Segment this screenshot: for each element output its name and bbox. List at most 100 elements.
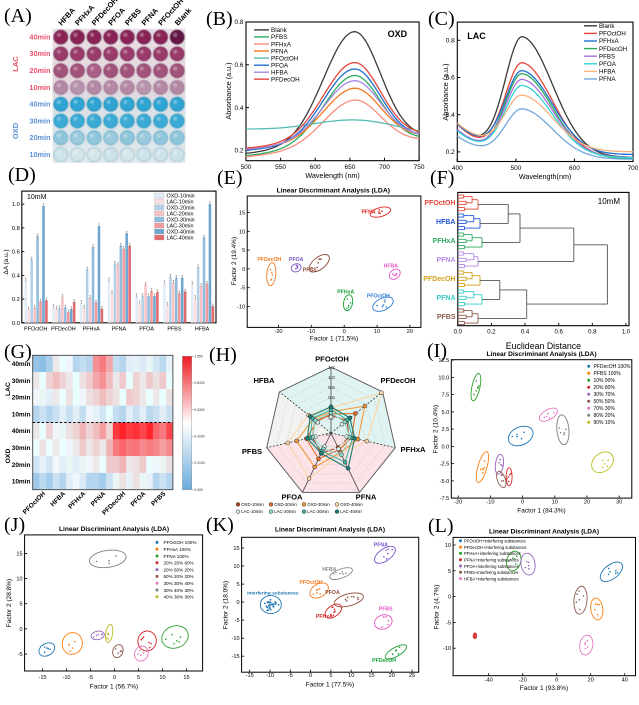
svg-text:0.000: 0.000 <box>194 488 203 492</box>
svg-text:1.050: 1.050 <box>194 354 203 358</box>
svg-text:(D): (D) <box>8 164 36 186</box>
svg-text:1.0: 1.0 <box>328 375 335 381</box>
svg-text:LAC-20min: LAC-20min <box>167 211 194 217</box>
svg-text:30min: 30min <box>29 49 50 58</box>
svg-text:(E): (E) <box>217 167 243 189</box>
svg-text:PFOA: PFOA <box>271 63 289 70</box>
svg-text:LAC-30min: LAC-30min <box>167 223 194 229</box>
svg-text:Factor 1 (84.3%): Factor 1 (84.3%) <box>517 508 565 515</box>
svg-text:-10: -10 <box>443 646 451 652</box>
svg-text:Factor 2 (10.4%): Factor 2 (10.4%) <box>433 405 440 453</box>
svg-text:15: 15 <box>16 551 22 557</box>
svg-text:0.8: 0.8 <box>588 330 597 336</box>
svg-text:10: 10 <box>445 543 451 549</box>
svg-text:650: 650 <box>344 164 355 171</box>
svg-text:OXD-40min: OXD-40min <box>167 229 195 235</box>
svg-text:PFDecOH: PFDecOH <box>271 77 300 84</box>
svg-text:OXD: OXD <box>388 29 408 39</box>
svg-text:PFHxA: PFHxA <box>83 327 100 333</box>
svg-text:10.0: 10.0 <box>438 375 449 381</box>
svg-text:HFBA+interfering substances: HFBA+interfering substances <box>464 576 519 581</box>
svg-text:-10: -10 <box>62 675 70 681</box>
svg-text:600: 600 <box>310 164 321 171</box>
svg-text:20: 20 <box>389 673 395 679</box>
svg-text:15: 15 <box>183 675 189 681</box>
svg-text:5: 5 <box>19 602 22 608</box>
svg-text:Blank: Blank <box>271 27 288 34</box>
svg-text:OXD-30min: OXD-30min <box>167 217 195 223</box>
svg-text:PFNA: PFNA <box>361 210 375 216</box>
svg-text:OXD: OXD <box>5 449 12 464</box>
svg-text:PFOA: PFOA <box>325 590 340 596</box>
svg-text:-5: -5 <box>88 675 93 681</box>
svg-text:-10: -10 <box>486 500 494 506</box>
svg-text:550: 550 <box>275 164 286 171</box>
svg-text:400: 400 <box>452 165 463 172</box>
svg-text:(C): (C) <box>428 8 455 30</box>
svg-text:Factor 1 (56.7%): Factor 1 (56.7%) <box>90 683 138 690</box>
svg-text:Interfering substances: Interfering substances <box>247 591 299 597</box>
svg-text:60% 20% 20%: 60% 20% 20% <box>164 574 194 579</box>
svg-text:30% 70%: 30% 70% <box>594 392 616 398</box>
svg-text:Factor 2 (4.7%): Factor 2 (4.7%) <box>434 585 441 630</box>
svg-text:12.5: 12.5 <box>438 358 449 364</box>
svg-text:-10: -10 <box>237 305 245 311</box>
svg-text:PFDecOH+interfering substances: PFDecOH+interfering substances <box>464 545 527 550</box>
svg-text:0.8: 0.8 <box>12 226 20 232</box>
svg-text:30% 40% 30%: 30% 40% 30% <box>164 588 194 593</box>
svg-text:PFOctOH: PFOctOH <box>271 55 299 62</box>
svg-text:HFBA: HFBA <box>322 567 337 573</box>
svg-text:PFOA+interfering substances: PFOA+interfering substances <box>464 564 519 569</box>
svg-text:Wavelength(nm): Wavelength(nm) <box>519 172 571 181</box>
svg-text:10: 10 <box>16 577 22 583</box>
svg-text:PFOctOH 100%: PFOctOH 100% <box>164 540 197 545</box>
svg-text:PFDecOH: PFDecOH <box>257 257 281 263</box>
svg-text:-20: -20 <box>519 677 527 683</box>
svg-text:-5: -5 <box>446 620 451 626</box>
svg-text:PFBS: PFBS <box>379 606 393 612</box>
svg-text:0.0: 0.0 <box>454 330 463 336</box>
svg-text:(J): (J) <box>4 514 25 536</box>
svg-text:PFBS: PFBS <box>242 447 262 456</box>
svg-text:PFNA: PFNA <box>599 76 616 83</box>
svg-text:30min: 30min <box>12 378 31 385</box>
svg-text:LAC-30min: LAC-30min <box>307 509 329 514</box>
svg-text:HFBA: HFBA <box>195 327 210 333</box>
svg-text:-20: -20 <box>274 329 282 335</box>
svg-text:-10: -10 <box>232 636 240 642</box>
svg-text:-10: -10 <box>266 673 274 679</box>
svg-text:40: 40 <box>622 677 628 683</box>
svg-text:LAC: LAC <box>5 382 12 396</box>
svg-text:0.6: 0.6 <box>555 330 564 336</box>
svg-text:PFHxA+interfering substances: PFHxA+interfering substances <box>464 551 521 556</box>
svg-text:-5: -5 <box>18 652 23 658</box>
svg-text:80% 20%: 80% 20% <box>594 413 616 419</box>
svg-text:Absorbance (a.u.): Absorbance (a.u.) <box>224 62 233 119</box>
svg-text:0.6300: 0.6300 <box>194 408 204 412</box>
svg-text:0.0: 0.0 <box>326 432 332 437</box>
svg-text:40% 30% 30%: 40% 30% 30% <box>164 595 194 600</box>
svg-text:40min: 40min <box>12 428 31 435</box>
svg-text:PFOctOH: PFOctOH <box>299 580 322 586</box>
svg-text:Factor 2 (18.0%): Factor 2 (18.0%) <box>223 581 230 629</box>
svg-text:700: 700 <box>379 164 390 171</box>
svg-text:PFNA: PFNA <box>112 327 127 333</box>
svg-text:0.6: 0.6 <box>328 395 335 401</box>
svg-text:PFBS 100%: PFBS 100% <box>594 371 622 377</box>
svg-text:PFDecOH: PFDecOH <box>51 327 76 333</box>
svg-text:PFDecOH: PFDecOH <box>380 376 415 385</box>
svg-text:OXD-20min: OXD-20min <box>167 205 195 211</box>
svg-text:2.5: 2.5 <box>442 427 450 433</box>
svg-text:5: 5 <box>242 248 245 254</box>
svg-text:0: 0 <box>343 329 346 335</box>
svg-text:Factor 1 (71.5%): Factor 1 (71.5%) <box>310 335 358 342</box>
svg-text:PFHxA: PFHxA <box>401 445 426 454</box>
svg-text:LAC-10min: LAC-10min <box>167 199 194 205</box>
svg-text:5: 5 <box>137 675 140 681</box>
svg-text:0.8400: 0.8400 <box>194 381 204 385</box>
svg-text:(G): (G) <box>4 341 32 363</box>
svg-text:Blank: Blank <box>599 23 615 30</box>
svg-text:10min: 10min <box>12 411 31 418</box>
svg-text:PFHxA: PFHxA <box>599 38 619 45</box>
svg-text:20% 60% 20%: 20% 60% 20% <box>164 567 194 572</box>
